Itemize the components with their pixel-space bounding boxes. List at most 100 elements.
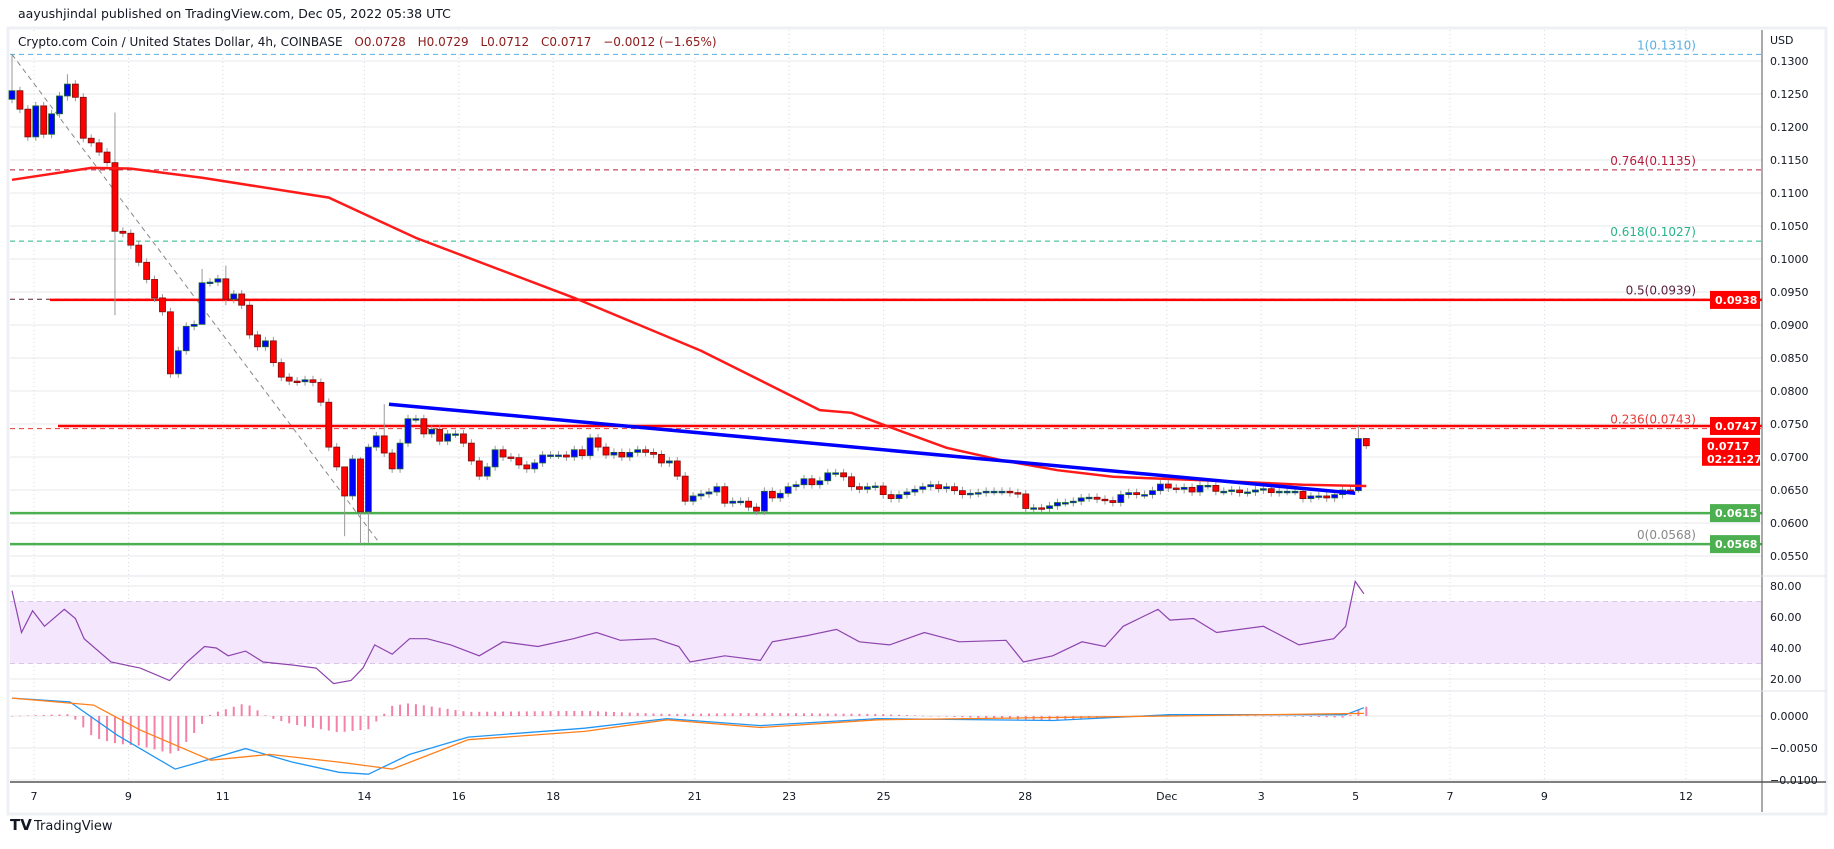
fib-level-label: 0.236(0.0743): [1610, 413, 1696, 427]
candle-up: [689, 495, 697, 502]
last-price-label: 0.0717: [1707, 440, 1749, 453]
candle-up: [832, 472, 840, 475]
candle-down: [499, 449, 507, 458]
macd-histogram-bar: [707, 713, 710, 716]
macd-histogram-bar: [525, 711, 528, 716]
candle-down: [1038, 507, 1045, 510]
macd-histogram-bar: [779, 713, 782, 716]
macd-histogram-bar: [913, 715, 916, 716]
candle-up: [1275, 490, 1283, 494]
axes: USD 0.1300 0.1250 0.1200 0.1150 0.1100 0.1050…: [10, 30, 1826, 812]
time-tick-label: 3: [1258, 790, 1265, 803]
time-tick-label: 7: [31, 790, 38, 803]
macd-histogram-bar: [1254, 715, 1257, 717]
drawing-lines: [10, 53, 1762, 546]
candle-up: [483, 466, 491, 477]
time-tick-label: 25: [877, 790, 891, 803]
macd-histogram-bar: [731, 713, 734, 716]
candle-down: [594, 437, 602, 448]
macd-histogram-bar: [842, 713, 845, 716]
price-tick-label: 0.0900: [1770, 319, 1809, 332]
rsi-band: [10, 601, 1762, 664]
macd-histogram-bar: [803, 713, 805, 716]
price-tick-label: 0.0600: [1770, 517, 1809, 530]
candle-up: [64, 83, 71, 97]
candle-up: [998, 490, 1006, 494]
candle-down: [341, 466, 349, 497]
macd-histogram-bar: [747, 713, 750, 716]
time-tick-label: 16: [452, 790, 466, 803]
resistance-price-label: 0.0938: [1715, 294, 1757, 307]
time-tick-label: 18: [546, 790, 560, 803]
candle-down: [357, 458, 364, 513]
candle-up: [1283, 490, 1291, 494]
candle-down: [467, 442, 475, 462]
candle-up: [1030, 507, 1038, 510]
time-tick-label: 7: [1447, 790, 1454, 803]
candle-down: [563, 454, 570, 458]
candle-up: [428, 428, 436, 435]
candle-down: [618, 451, 626, 458]
moving-average-line: [11, 166, 1367, 488]
macd-histogram-bar: [826, 713, 829, 716]
macd-histogram-bar: [771, 713, 774, 716]
macd-histogram-bar: [422, 705, 425, 716]
legend: Crypto.com Coin / United States Dollar, …: [12, 32, 717, 52]
macd-histogram-bar: [26, 715, 29, 716]
fib-level-label: 0.5(0.0939): [1626, 283, 1696, 297]
candle-up: [1085, 496, 1093, 500]
time-tick-label: 21: [688, 790, 702, 803]
macd-histogram-bar: [137, 716, 140, 746]
macd-histogram-bar: [414, 704, 417, 716]
candle-up: [1307, 495, 1315, 499]
price-tick-label: 0.1050: [1770, 220, 1809, 233]
candle-down: [753, 506, 760, 512]
macd-histogram-bar: [288, 716, 291, 724]
macd-histogram-bar: [50, 714, 53, 716]
macd-histogram-bar: [905, 715, 908, 716]
price-tick-label: 0.0950: [1770, 286, 1809, 299]
price-tick-label: 0.1250: [1770, 88, 1809, 101]
macd-histogram-bar: [311, 716, 314, 728]
candle-down: [40, 105, 48, 135]
macd-histogram-bar: [1301, 716, 1304, 717]
candle-up: [262, 340, 269, 348]
macd-histogram-bar: [66, 714, 69, 716]
macd-histogram-bar: [454, 710, 457, 716]
macd-line: [11, 697, 1365, 775]
macd-histogram-bar: [42, 714, 45, 716]
macd-histogram-bar: [367, 716, 370, 730]
macd-histogram-bar: [1333, 716, 1336, 718]
candle-up: [555, 454, 562, 457]
candle-down: [246, 304, 254, 336]
macd-histogram-bar: [256, 710, 259, 716]
candle-up: [547, 454, 554, 457]
candle-down: [887, 494, 895, 499]
macd-histogram-bar: [969, 716, 972, 718]
macd-histogram-bar: [216, 711, 219, 716]
candle-down: [388, 452, 396, 470]
candle-up: [761, 490, 768, 512]
candle-up: [982, 490, 990, 494]
candle-up: [1077, 497, 1085, 502]
candle-down: [856, 486, 863, 490]
candle-up: [863, 486, 871, 490]
candle-up: [48, 113, 55, 135]
macd-histogram-bar: [462, 711, 465, 716]
macd-histogram-bar: [517, 711, 520, 716]
ohlc-high: H0.0729: [418, 35, 469, 49]
macd-histogram-bar: [478, 711, 481, 716]
candle-down: [959, 490, 966, 496]
candle-down: [420, 418, 428, 435]
candle-down: [24, 108, 32, 138]
candle-up: [364, 446, 372, 513]
macd-histogram-bar: [810, 713, 813, 716]
candle-up: [792, 484, 800, 488]
tradingview-logo[interactable]: TV TradingView: [10, 816, 113, 834]
candle-up: [1046, 505, 1053, 509]
macd-histogram-bar: [541, 711, 544, 716]
candle-up: [214, 278, 222, 283]
candle-down: [325, 401, 333, 448]
rsi-tick-label: 60.00: [1770, 611, 1802, 624]
